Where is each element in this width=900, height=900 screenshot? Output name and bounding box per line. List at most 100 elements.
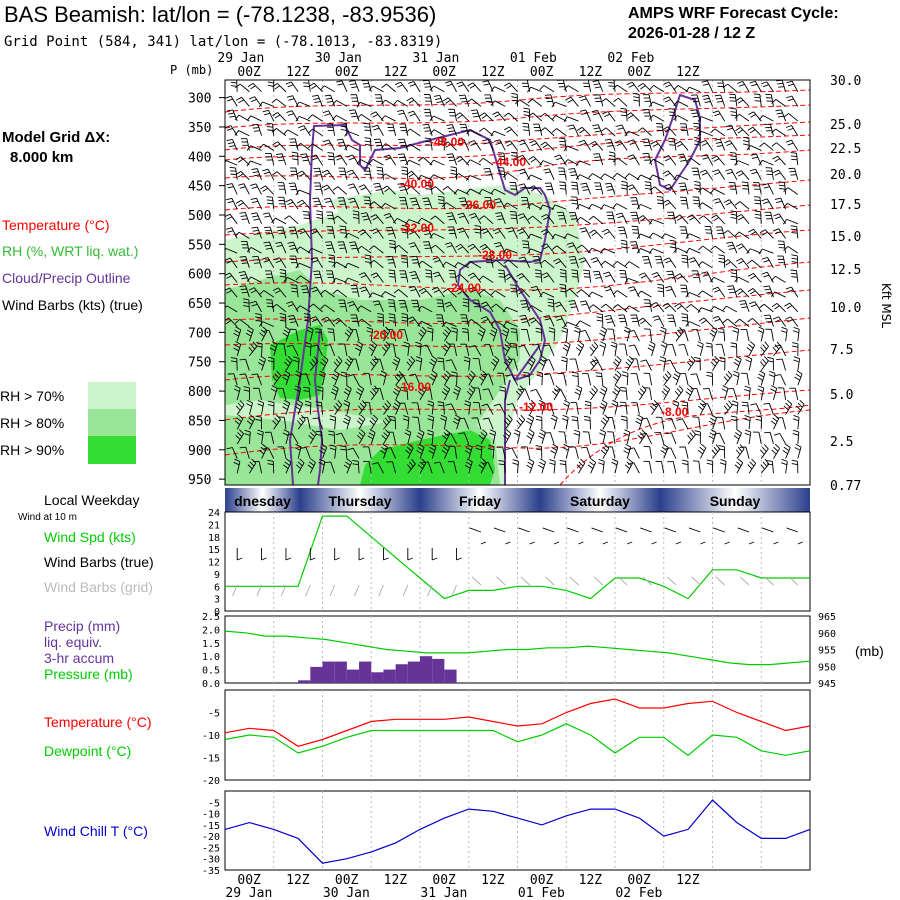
barb-feather — [284, 399, 290, 404]
barb-feather — [259, 358, 265, 363]
barb-shaft — [297, 462, 305, 474]
barb-feather — [410, 274, 417, 277]
barb-feather — [401, 313, 408, 315]
barb-feather — [436, 101, 443, 104]
barb-shaft — [394, 270, 397, 283]
wind-barb — [349, 358, 360, 371]
barb-shaft — [354, 241, 360, 254]
barb-feather — [225, 160, 227, 163]
wind-barb — [422, 123, 433, 136]
barb-feather — [333, 370, 340, 375]
barb-shaft — [231, 198, 238, 210]
wind-barb — [253, 461, 263, 474]
barb-feather — [437, 195, 444, 198]
barb-feather — [352, 460, 359, 462]
wind-barb — [405, 128, 421, 137]
wind-barb — [315, 430, 323, 444]
barb-feather — [667, 273, 674, 276]
wind-barb — [332, 186, 348, 195]
barb-feather — [295, 116, 300, 122]
barb-feather — [350, 112, 357, 115]
barb-feather — [374, 185, 381, 188]
rh-legend: RH (%, WRT liq. wat.) — [2, 243, 138, 259]
barb-shaft — [238, 130, 250, 137]
barb-feather — [276, 153, 283, 155]
barb-feather — [234, 420, 240, 425]
wind-barb — [290, 284, 299, 298]
barb-feather — [245, 332, 252, 337]
barb-shaft — [394, 241, 397, 254]
barb-shaft — [271, 197, 275, 210]
barb-feather — [252, 341, 258, 347]
barb-shaft — [248, 462, 257, 474]
barb-shaft — [267, 257, 275, 269]
barb-feather — [445, 99, 451, 104]
barb-feather — [283, 402, 289, 407]
barb-shaft — [459, 112, 470, 122]
barb-shaft — [395, 388, 402, 401]
barb-feather — [311, 318, 318, 323]
barb-shaft — [421, 260, 433, 269]
barb-shaft — [358, 388, 365, 401]
barb-shaft — [390, 447, 397, 459]
barb-feather — [443, 446, 449, 452]
barb-shaft — [346, 462, 353, 474]
barb-feather — [356, 245, 362, 251]
barb-shaft — [430, 270, 433, 283]
wind-barb — [233, 341, 242, 357]
barb-feather — [312, 94, 319, 97]
wind-barb — [320, 304, 335, 313]
wind-barb — [270, 385, 278, 401]
wind-barb — [381, 83, 396, 93]
wind-barb — [454, 112, 470, 122]
barb-shaft — [253, 287, 262, 298]
barb-shaft — [433, 232, 445, 239]
barb-feather — [405, 449, 411, 455]
wind-barb — [233, 385, 241, 401]
barb-shaft — [370, 418, 378, 430]
barb-feather — [323, 319, 330, 323]
barb-shaft — [318, 168, 323, 180]
barb-shaft — [403, 183, 409, 195]
barb-feather — [373, 127, 380, 131]
barb-feather — [297, 461, 303, 467]
barb-feather — [356, 435, 363, 440]
wind-barb — [372, 462, 384, 474]
barb-feather — [369, 420, 375, 426]
wind-barb — [234, 231, 250, 239]
wind-barb — [452, 414, 461, 430]
barb-feather — [398, 156, 406, 159]
barb-feather — [669, 111, 676, 113]
barb-feather — [348, 303, 355, 307]
wind-barb — [242, 298, 250, 312]
barb-feather — [271, 128, 277, 133]
wind-barb — [362, 446, 372, 459]
barb-shaft — [395, 403, 401, 415]
wind-barb — [363, 167, 372, 180]
wind-barb — [374, 358, 384, 371]
wind-barb — [392, 399, 401, 415]
barb-feather — [523, 129, 530, 131]
barb-feather — [409, 83, 416, 87]
barb-feather — [619, 232, 626, 235]
wind-barb — [333, 400, 343, 415]
barb-feather — [311, 344, 318, 347]
barb-shaft — [309, 343, 312, 356]
barb-shaft — [282, 446, 287, 459]
barb-feather — [444, 344, 450, 349]
barb-shaft — [404, 270, 409, 283]
wind-barb — [337, 197, 348, 210]
barb-shaft — [336, 114, 348, 122]
barb-feather — [283, 464, 289, 469]
barb-feather — [271, 385, 278, 389]
barb-shaft — [331, 211, 336, 224]
barb-shaft — [368, 402, 372, 415]
barb-shaft — [407, 447, 414, 459]
wind-barb — [249, 300, 262, 313]
wind-barb — [295, 189, 311, 196]
wind-barb — [358, 272, 372, 283]
barb-shaft — [332, 153, 336, 166]
wind-barb — [418, 326, 427, 342]
wind-barb — [257, 400, 265, 415]
barb-feather — [753, 196, 760, 198]
